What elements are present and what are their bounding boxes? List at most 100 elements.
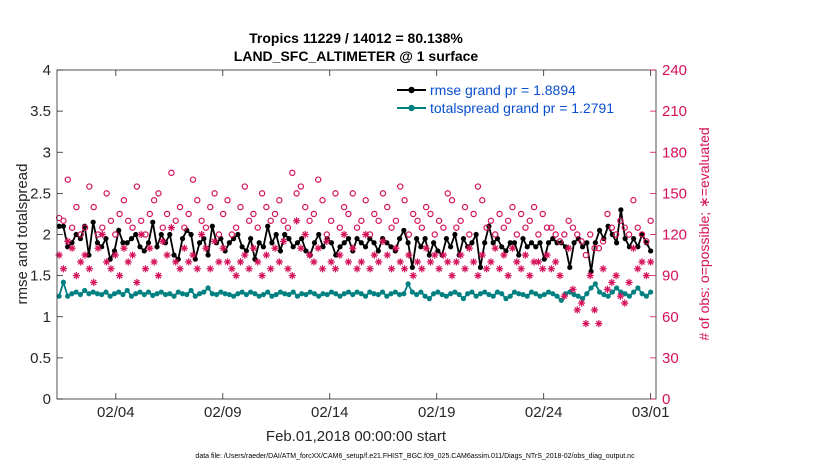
obs-possible-point [392,217,400,224]
totalspread-point [618,289,624,295]
obs-possible-point [578,238,585,245]
totalspread-point [239,289,245,295]
obs-possible-point [267,217,274,224]
rmse-point [60,223,66,229]
obs-possible-point [310,210,318,218]
obs-evaluated-point [314,244,322,252]
obs-evaluated-point [111,251,119,259]
obs-possible-point [211,190,218,197]
totalspread-point [243,291,249,298]
totalspread-point [320,291,326,297]
totalspread-point [639,291,645,297]
totalspread-point [201,289,207,295]
obs-evaluated-point [495,265,504,273]
totalspread-point [188,287,194,294]
totalspread-point [354,289,360,295]
obs-possible-point [496,210,503,218]
totalspread-point [486,291,492,298]
totalspread-point [439,291,445,298]
obs-possible-point [155,190,162,197]
obs-possible-point [401,197,408,204]
obs-evaluated-point [400,265,409,273]
obs-evaluated-point [232,272,240,280]
obs-evaluated-point [64,237,72,245]
obs-evaluated-point [327,258,335,266]
obs-possible-point [353,224,361,231]
obs-evaluated-point [59,265,68,273]
rmse-point [511,240,518,246]
obs-evaluated-point [202,244,210,252]
obs-possible-point [327,217,335,224]
obs-possible-point [319,197,326,204]
obs-possible-point [120,197,128,204]
obs-possible-point [371,210,378,218]
obs-possible-point [647,217,654,224]
totalspread-point [584,291,590,297]
totalspread-point [379,289,386,295]
rmse-point [422,236,428,242]
obs-evaluated-point [413,258,422,266]
obs-possible-point [198,217,205,224]
rmse-point [294,240,301,246]
rmse-point [167,231,173,238]
obs-possible-point [146,210,154,218]
obs-possible-point [444,190,451,197]
y-axis-right-ticks: 0 30 60 90 120 150 180 210 240 [650,62,687,408]
rmse-point [311,240,318,246]
obs-possible-point [608,224,615,231]
obs-evaluated-point [245,265,253,273]
rmse-point [648,248,654,254]
obs-evaluated-point [159,237,167,245]
legend-rmse-label: rmse grand pr = 1.8894 [430,82,576,98]
chart-title-line2: LAND_SFC_ALTIMETER @ 1 surface [234,48,479,64]
obs-evaluated-point [508,244,517,252]
rmse-point [579,244,586,250]
rmse-point [618,207,624,213]
y-left-tick-label: 2.5 [30,185,51,202]
obs-evaluated-point [552,258,560,266]
obs-possible-point [133,183,141,190]
totalspread-point [443,293,449,299]
y-right-tick-label: 150 [662,185,687,202]
totalspread-point [375,291,381,298]
obs-possible-point [168,169,175,177]
rmse-point [533,244,539,250]
rmse-point [516,252,522,258]
obs-evaluated-point [254,258,262,266]
rmse-point [273,231,279,238]
obs-possible-point [81,224,89,231]
obs-evaluated-point [500,251,508,259]
totalspread-point [145,289,152,295]
obs-possible-point [431,231,438,238]
obs-possible-point [241,183,248,190]
totalspread-point [345,289,352,295]
totalspread-point [90,289,96,295]
obs-evaluated-point [98,230,106,239]
rmse-point [316,231,322,238]
obs-evaluated-point [198,230,206,239]
obs-evaluated-point [539,265,547,273]
chart-title-line1: Tropics 11229 / 14012 = 80.138% [249,30,463,46]
rmse-point [567,264,573,270]
y-right-tick-label: 180 [662,144,687,161]
totalspread-point [294,293,301,299]
totalspread-point [56,293,62,299]
totalspread-point [184,291,190,298]
obs-evaluated-point [616,292,625,300]
obs-possible-point [612,231,620,238]
rmse-point [473,231,479,238]
totalspread-point [507,293,513,299]
rmse-point [56,223,62,229]
rmse-point [477,264,484,270]
totalspread-point [162,291,169,298]
obs-possible-point [487,217,495,224]
rmse-point [158,231,164,238]
obs-evaluated-point [513,258,521,266]
rmse-point [171,252,177,258]
obs-evaluated-point [422,244,430,252]
obs-possible-point [479,197,486,204]
obs-possible-point [375,217,382,224]
totalspread-point [558,297,564,303]
rmse-point [256,240,262,246]
rmse-point [426,252,432,258]
